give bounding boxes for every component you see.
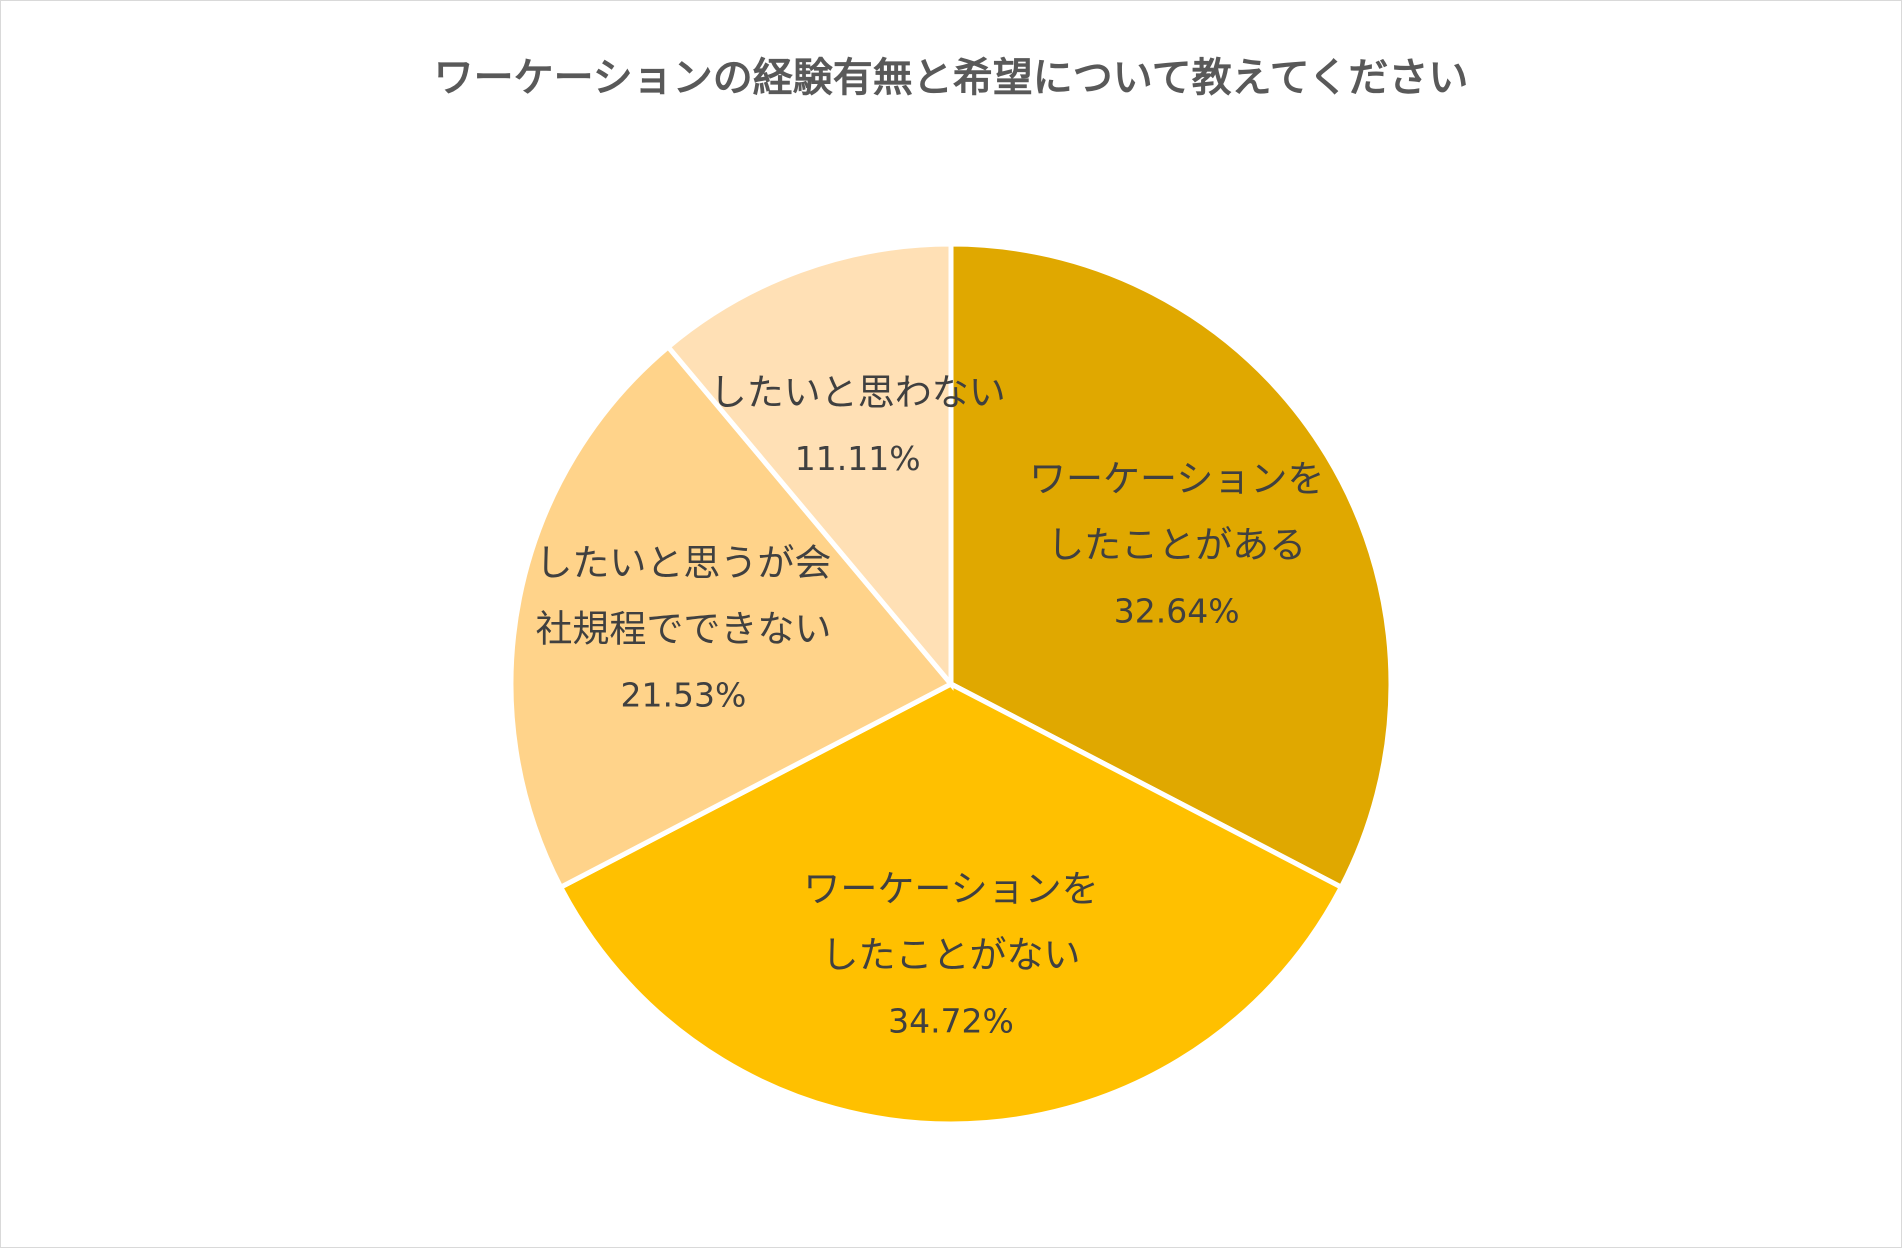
pie-slice-2 bbox=[557, 681, 1345, 1127]
slice-value-4: 11.11% bbox=[795, 439, 921, 478]
slice-value-2: 34.72% bbox=[888, 1001, 1014, 1040]
slice-label-2-line-2: したことがない bbox=[822, 933, 1081, 976]
slice-label-2-line-1: ワーケーションを bbox=[803, 867, 1098, 910]
slice-label-1-line-1: ワーケーションを bbox=[1029, 458, 1324, 501]
slice-label-3-line-1: したいと思うが会 bbox=[535, 541, 831, 584]
slice-label-1-line-2: したことがある bbox=[1047, 524, 1306, 567]
pie-slice-1 bbox=[948, 241, 1394, 891]
data-label-4: したいと思わない 11.11% bbox=[710, 371, 1006, 478]
pie-slice-3 bbox=[508, 343, 955, 891]
slice-label-3-line-2: 社規程でできない bbox=[535, 607, 831, 650]
chart-title: ワーケーションの経験有無と希望について教えてください bbox=[433, 55, 1469, 101]
pie-slice-4 bbox=[664, 241, 954, 691]
slice-value-3: 21.53% bbox=[621, 675, 747, 714]
slice-label-4-line-1: したいと思わない bbox=[710, 371, 1006, 414]
slice-value-1: 32.64% bbox=[1114, 592, 1240, 631]
